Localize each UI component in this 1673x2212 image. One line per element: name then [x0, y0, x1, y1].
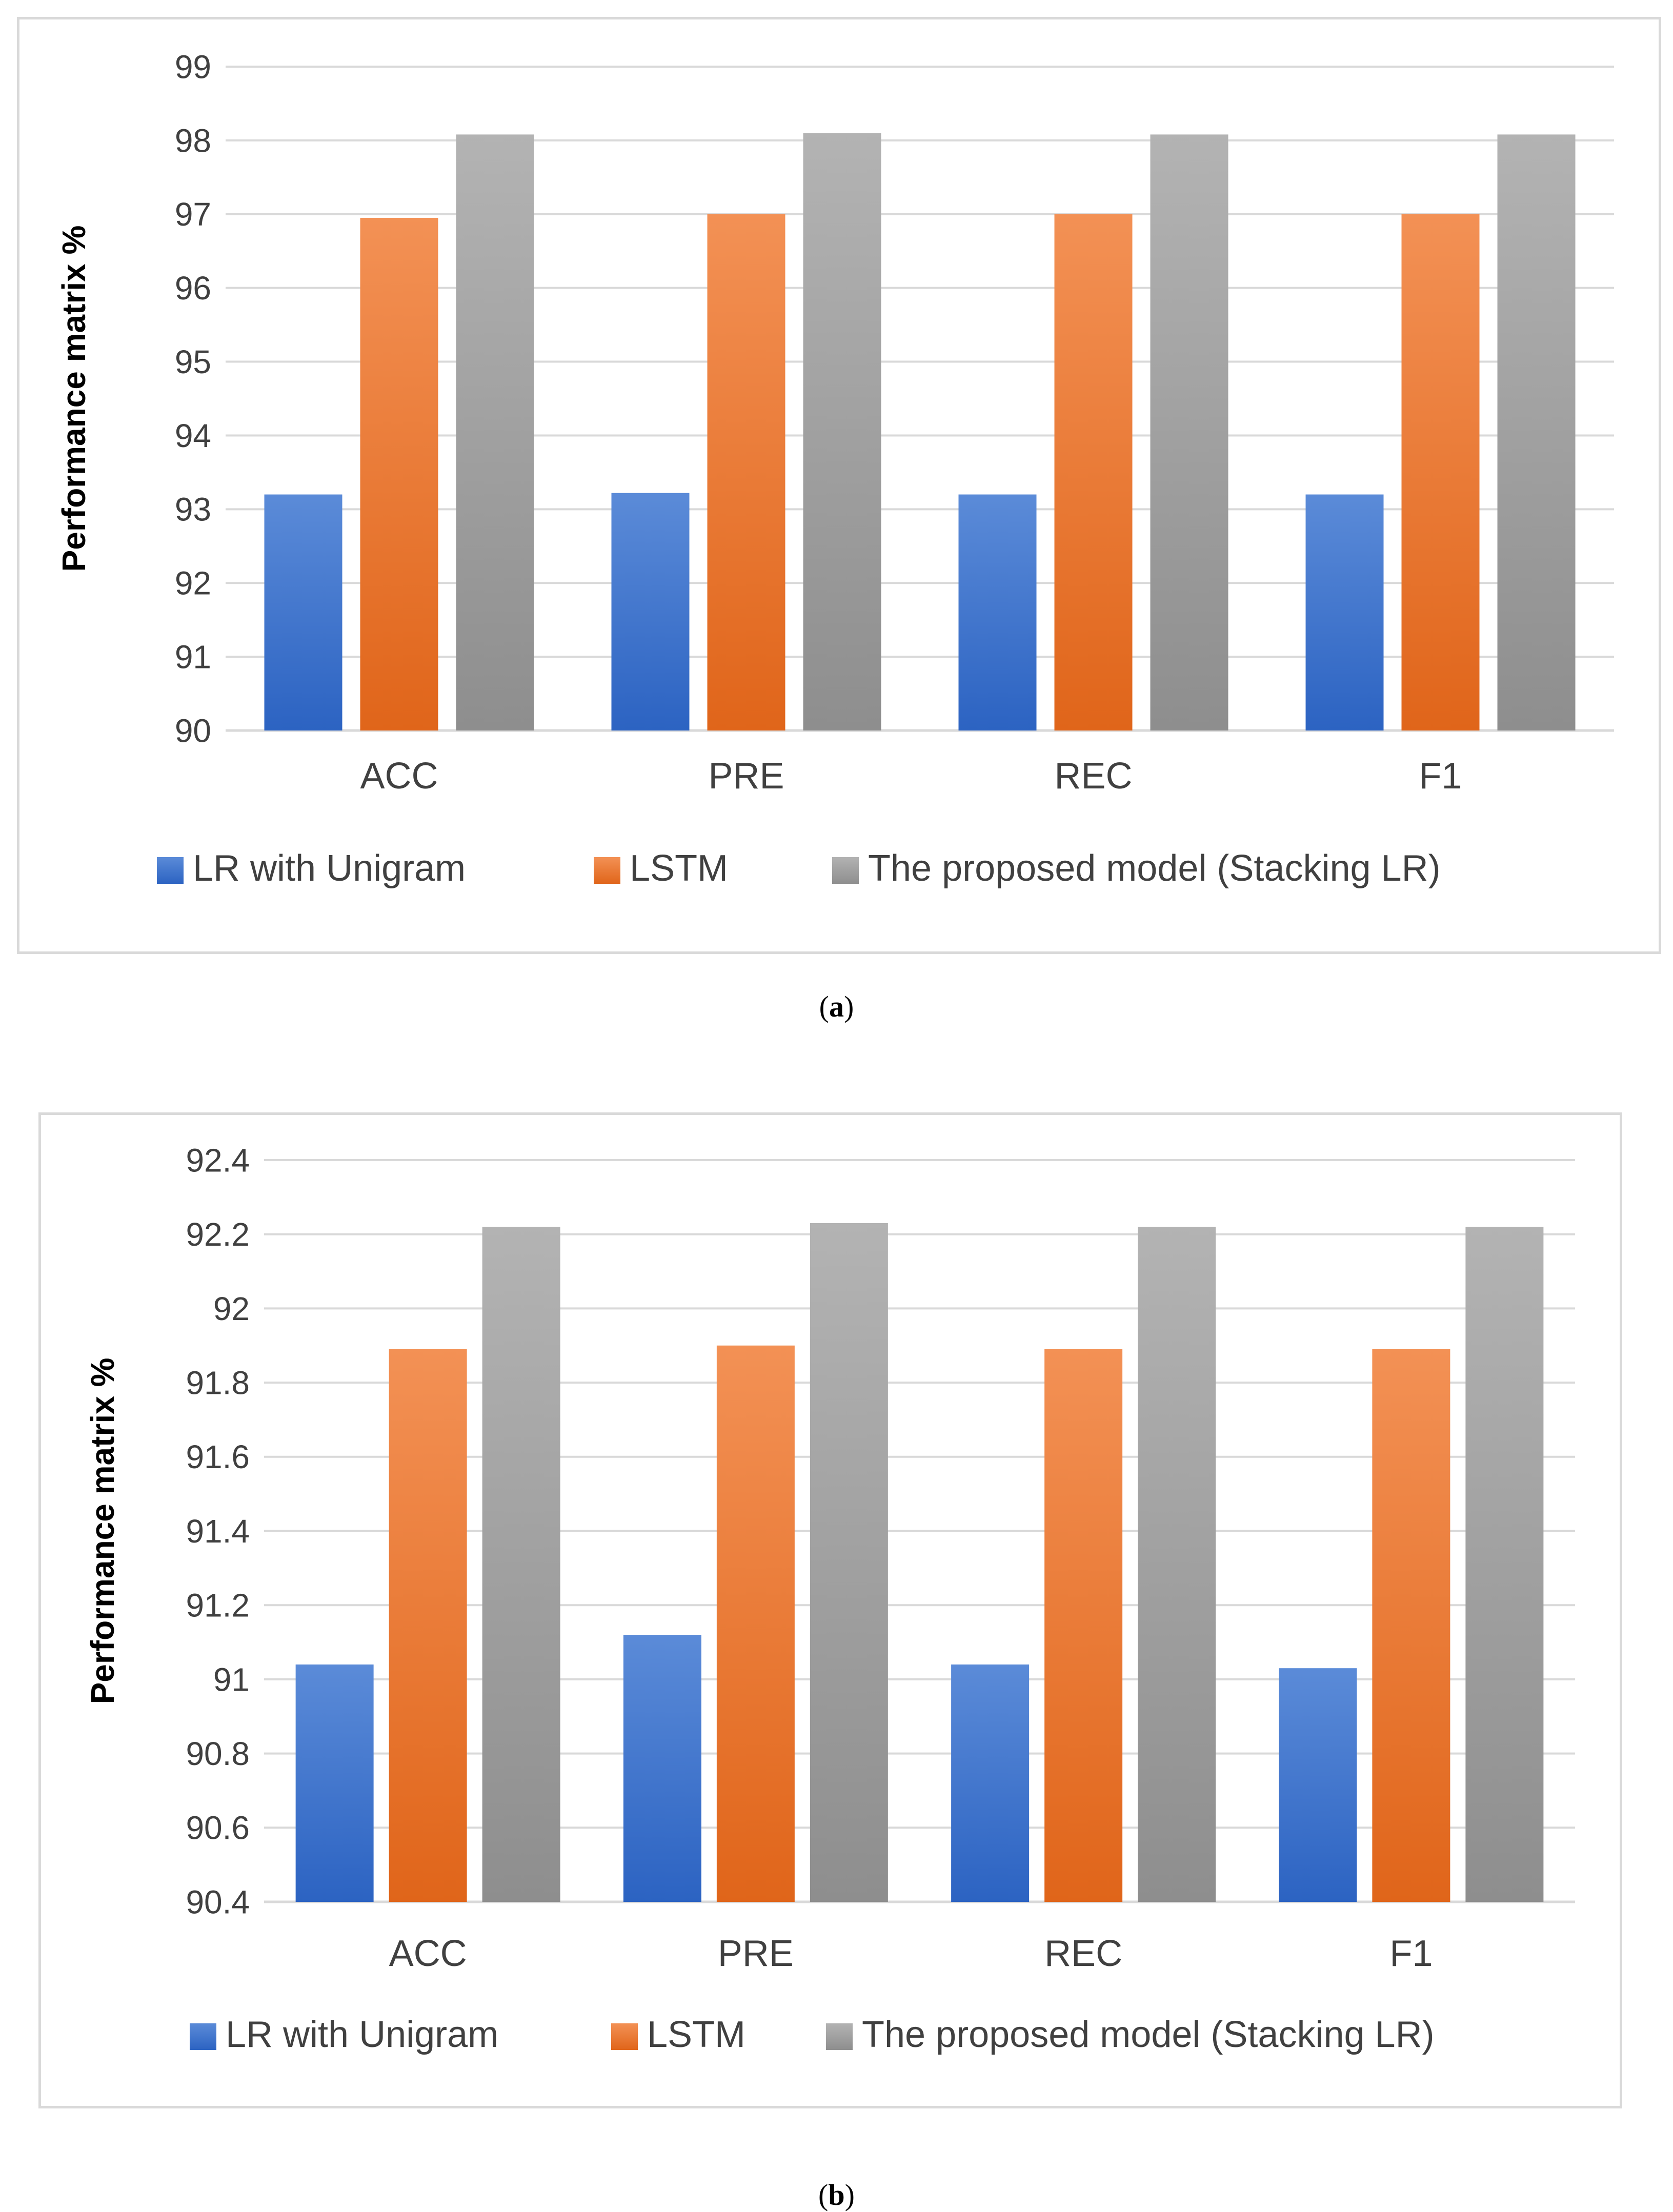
x-category-label: ACC	[389, 1933, 467, 1974]
y-tick-label: 98	[175, 122, 211, 159]
legend-label: The proposed model (Stacking LR)	[868, 848, 1441, 889]
bar-acc-series-3	[456, 134, 534, 730]
y-tick-label: 94	[175, 417, 211, 454]
bar-f1-series-1	[1279, 1668, 1357, 1902]
caption-a: (a)	[0, 989, 1673, 1024]
x-category-label: REC	[1044, 1933, 1122, 1974]
chart-a-svg: 90 91 92 93 94 95 96 97 98 99 ACC PRE REC F1 Performan…	[55, 48, 1614, 889]
caption-a-close: )	[844, 990, 854, 1023]
bar-f1-series-3	[1465, 1227, 1544, 1902]
bar-acc-series-2	[360, 217, 438, 730]
bar-f1-series-1	[1305, 494, 1384, 730]
bar-rec-series-2	[1054, 214, 1133, 730]
bar-acc-series-1	[264, 494, 342, 730]
y-axis-title: Performance matrix %	[84, 1358, 121, 1704]
y-tick-label: 91.4	[186, 1513, 250, 1550]
y-tick-label: 92.2	[186, 1216, 250, 1253]
legend-swatch	[611, 2023, 638, 2050]
bar-rec-series-1	[951, 1664, 1030, 1902]
bar-pre-series-2	[716, 1345, 795, 1902]
bar-rec-series-1	[958, 494, 1037, 730]
legend-label: LR with Unigram	[226, 2014, 498, 2055]
legend-swatch	[190, 2023, 216, 2050]
bar-pre-series-1	[623, 1635, 701, 1902]
y-tick-label: 97	[175, 196, 211, 233]
legend-label: LSTM	[630, 848, 728, 889]
legend-label: LSTM	[647, 2014, 745, 2055]
legend-swatch	[157, 857, 184, 884]
legend-label: LR with Unigram	[193, 848, 466, 889]
y-tick-label: 99	[175, 48, 211, 85]
bar-pre-series-2	[707, 214, 785, 730]
bar-acc-series-2	[389, 1349, 467, 1902]
caption-b-open: (	[818, 2178, 829, 2211]
bar-rec-series-3	[1150, 134, 1228, 730]
caption-b-close: )	[844, 2178, 855, 2211]
legend-swatch	[832, 857, 859, 884]
y-tick-label: 90.8	[186, 1735, 250, 1772]
y-tick-label: 91.8	[186, 1365, 250, 1402]
chart-panel-b: 90.4 90.6 90.8 91 91.2 91.4 91.6 91.8 92 92.2 92.4…	[38, 1112, 1622, 2108]
caption-a-letter: a	[829, 990, 844, 1023]
y-tick-label: 93	[175, 491, 211, 528]
y-tick-label: 95	[175, 343, 211, 380]
bar-f1-series-3	[1497, 134, 1576, 730]
x-category-label: F1	[1389, 1933, 1433, 1974]
x-category-label: PRE	[708, 756, 784, 797]
y-tick-label: 91.2	[186, 1587, 250, 1624]
caption-b: (b)	[0, 2178, 1673, 2212]
y-tick-label: 96	[175, 270, 211, 307]
caption-b-letter: b	[828, 2178, 845, 2211]
bar-acc-series-3	[482, 1227, 560, 1902]
legend-label: The proposed model (Stacking LR)	[862, 2014, 1435, 2055]
y-tick-label: 90.4	[186, 1883, 250, 1920]
chart-panel-a: 90 91 92 93 94 95 96 97 98 99 ACC PRE REC F1 Performan…	[17, 17, 1661, 954]
x-category-label: PRE	[718, 1933, 794, 1974]
bar-pre-series-3	[803, 133, 881, 730]
chart-b-svg: 90.4 90.6 90.8 91 91.2 91.4 91.6 91.8 92 92.2 92.4…	[84, 1142, 1575, 2055]
bar-f1-series-2	[1372, 1349, 1450, 1902]
y-tick-label: 91	[213, 1661, 250, 1698]
y-tick-label: 92.4	[186, 1142, 250, 1179]
y-axis-title: Performance matrix %	[55, 226, 92, 572]
bar-acc-series-1	[295, 1664, 374, 1902]
x-category-label: REC	[1054, 756, 1132, 797]
bar-rec-series-3	[1138, 1227, 1216, 1902]
bar-rec-series-2	[1044, 1349, 1123, 1902]
legend-swatch	[826, 2023, 853, 2050]
y-tick-label: 92	[213, 1290, 250, 1327]
bar-pre-series-3	[810, 1223, 888, 1902]
bar-pre-series-1	[611, 493, 690, 730]
y-tick-label: 92	[175, 565, 211, 602]
legend-swatch	[594, 857, 620, 884]
y-tick-label: 90.6	[186, 1810, 250, 1846]
caption-a-open: (	[819, 990, 829, 1023]
y-tick-label: 91.6	[186, 1438, 250, 1475]
x-category-label: ACC	[360, 756, 438, 797]
y-tick-label: 91	[175, 639, 211, 676]
x-category-label: F1	[1419, 756, 1462, 797]
bar-f1-series-2	[1401, 214, 1480, 730]
y-tick-label: 90	[175, 712, 211, 749]
